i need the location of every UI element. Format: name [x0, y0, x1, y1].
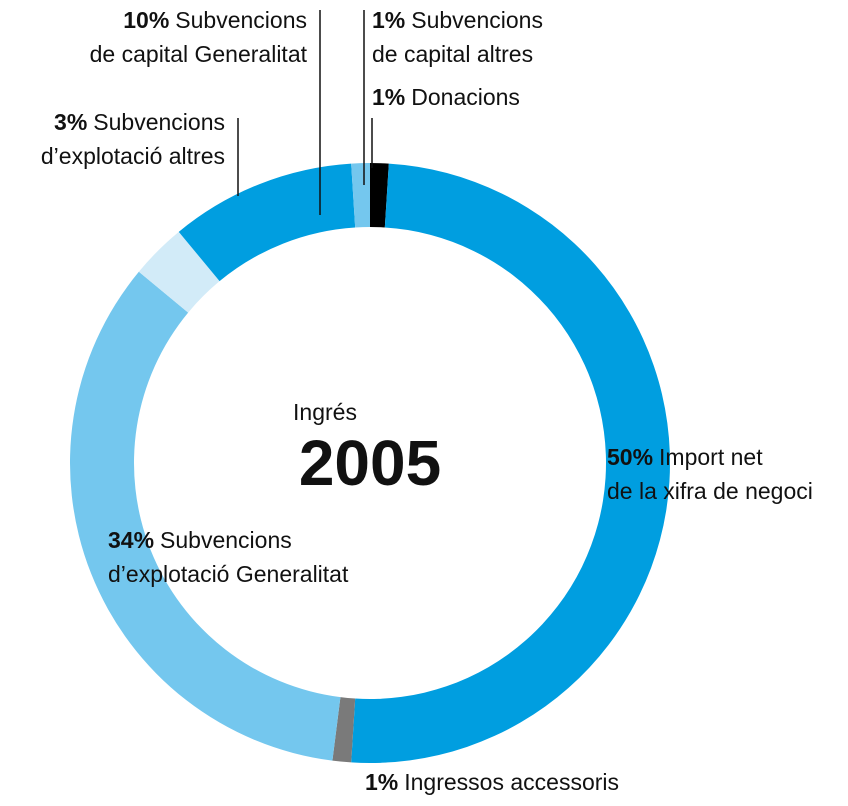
donut-segment	[138, 231, 220, 313]
category-label: de capital Generalitat	[90, 41, 308, 67]
segment-label: 34% Subvencions	[108, 527, 292, 553]
category-label: Subvencions	[411, 7, 543, 33]
category-label: Ingressos accessoris	[404, 769, 619, 795]
category-label: d’explotació Generalitat	[108, 561, 349, 587]
segment-label: 1% Subvencions	[372, 7, 543, 33]
segment-label: 50% Import net	[607, 444, 763, 470]
segment-label: 3% Subvencions	[54, 109, 225, 135]
category-label: Subvencions	[175, 7, 307, 33]
category-label: de la xifra de negoci	[607, 478, 813, 504]
category-label: Import net	[659, 444, 763, 470]
category-label: Subvencions	[160, 527, 292, 553]
donut-segment	[178, 163, 356, 282]
value-label: 10%	[123, 7, 169, 33]
donut-segment	[351, 163, 370, 228]
center-label: Ingrés	[293, 399, 357, 425]
value-label: 34%	[108, 527, 154, 553]
center-year: 2005	[299, 427, 441, 499]
donut-segment	[370, 163, 389, 228]
donut-segment	[69, 271, 341, 761]
value-label: 3%	[54, 109, 87, 135]
value-label: 1%	[372, 84, 405, 110]
segment-label: 10% Subvencions	[123, 7, 307, 33]
category-label: d’explotació altres	[41, 143, 225, 169]
value-label: 1%	[365, 769, 398, 795]
segment-label: 1% Donacions	[372, 84, 520, 110]
category-label: de capital altres	[372, 41, 533, 67]
value-label: 50%	[607, 444, 653, 470]
donut-segment	[332, 697, 356, 763]
value-label: 1%	[372, 7, 405, 33]
segment-label: 1% Ingressos accessoris	[365, 769, 619, 795]
donut-segment	[351, 163, 670, 763]
category-label: Subvencions	[93, 109, 225, 135]
category-label: Donacions	[411, 84, 520, 110]
